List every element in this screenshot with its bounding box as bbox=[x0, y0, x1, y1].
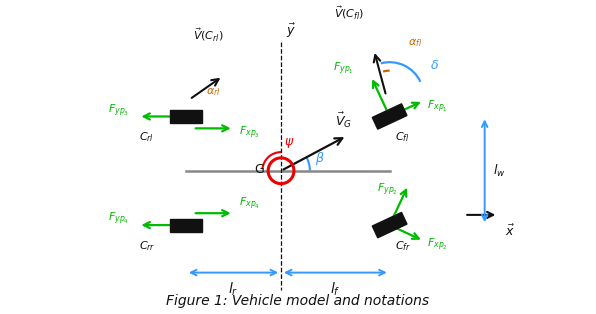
Text: $F_{xp_4}$: $F_{xp_4}$ bbox=[238, 196, 260, 212]
Text: $C_{rl}$: $C_{rl}$ bbox=[139, 130, 154, 144]
Text: G: G bbox=[254, 163, 264, 176]
Text: $F_{xp_1}$: $F_{xp_1}$ bbox=[427, 99, 448, 115]
Text: $\psi$: $\psi$ bbox=[284, 136, 295, 150]
Polygon shape bbox=[372, 212, 407, 238]
Text: $l_f$: $l_f$ bbox=[330, 281, 340, 299]
Polygon shape bbox=[372, 104, 407, 129]
Text: $F_{yp_2}$: $F_{yp_2}$ bbox=[377, 181, 398, 198]
Text: Figure 1: Vehicle model and notations: Figure 1: Vehicle model and notations bbox=[166, 294, 430, 308]
Text: $\alpha_{rl}$: $\alpha_{rl}$ bbox=[206, 86, 221, 98]
Text: $\beta$: $\beta$ bbox=[315, 150, 325, 167]
Polygon shape bbox=[170, 110, 202, 123]
Text: $F_{xp_3}$: $F_{xp_3}$ bbox=[238, 125, 260, 141]
Text: $l_r$: $l_r$ bbox=[228, 281, 239, 299]
Text: $\alpha_{fl}$: $\alpha_{fl}$ bbox=[408, 37, 423, 49]
Text: $C_{fr}$: $C_{fr}$ bbox=[395, 239, 411, 253]
Text: $\delta$: $\delta$ bbox=[430, 59, 439, 72]
Text: $\vec{V}(C_{rl})$: $\vec{V}(C_{rl})$ bbox=[193, 27, 224, 44]
Text: $\vec{y}$: $\vec{y}$ bbox=[286, 22, 296, 40]
Text: $F_{xp_2}$: $F_{xp_2}$ bbox=[427, 237, 448, 253]
Text: $F_{yp_1}$: $F_{yp_1}$ bbox=[333, 61, 354, 77]
Text: $\vec{V}(C_{fl})$: $\vec{V}(C_{fl})$ bbox=[334, 4, 364, 22]
Text: $C_{fl}$: $C_{fl}$ bbox=[395, 130, 409, 144]
Text: $l_w$: $l_w$ bbox=[493, 163, 506, 179]
Text: $F_{yp_3}$: $F_{yp_3}$ bbox=[108, 102, 129, 119]
Polygon shape bbox=[170, 219, 202, 231]
Text: $\vec{x}$: $\vec{x}$ bbox=[505, 223, 515, 239]
Text: $C_{rr}$: $C_{rr}$ bbox=[139, 239, 156, 253]
Text: $\vec{V}_G$: $\vec{V}_G$ bbox=[335, 110, 352, 130]
Text: $F_{yp_4}$: $F_{yp_4}$ bbox=[108, 211, 129, 227]
